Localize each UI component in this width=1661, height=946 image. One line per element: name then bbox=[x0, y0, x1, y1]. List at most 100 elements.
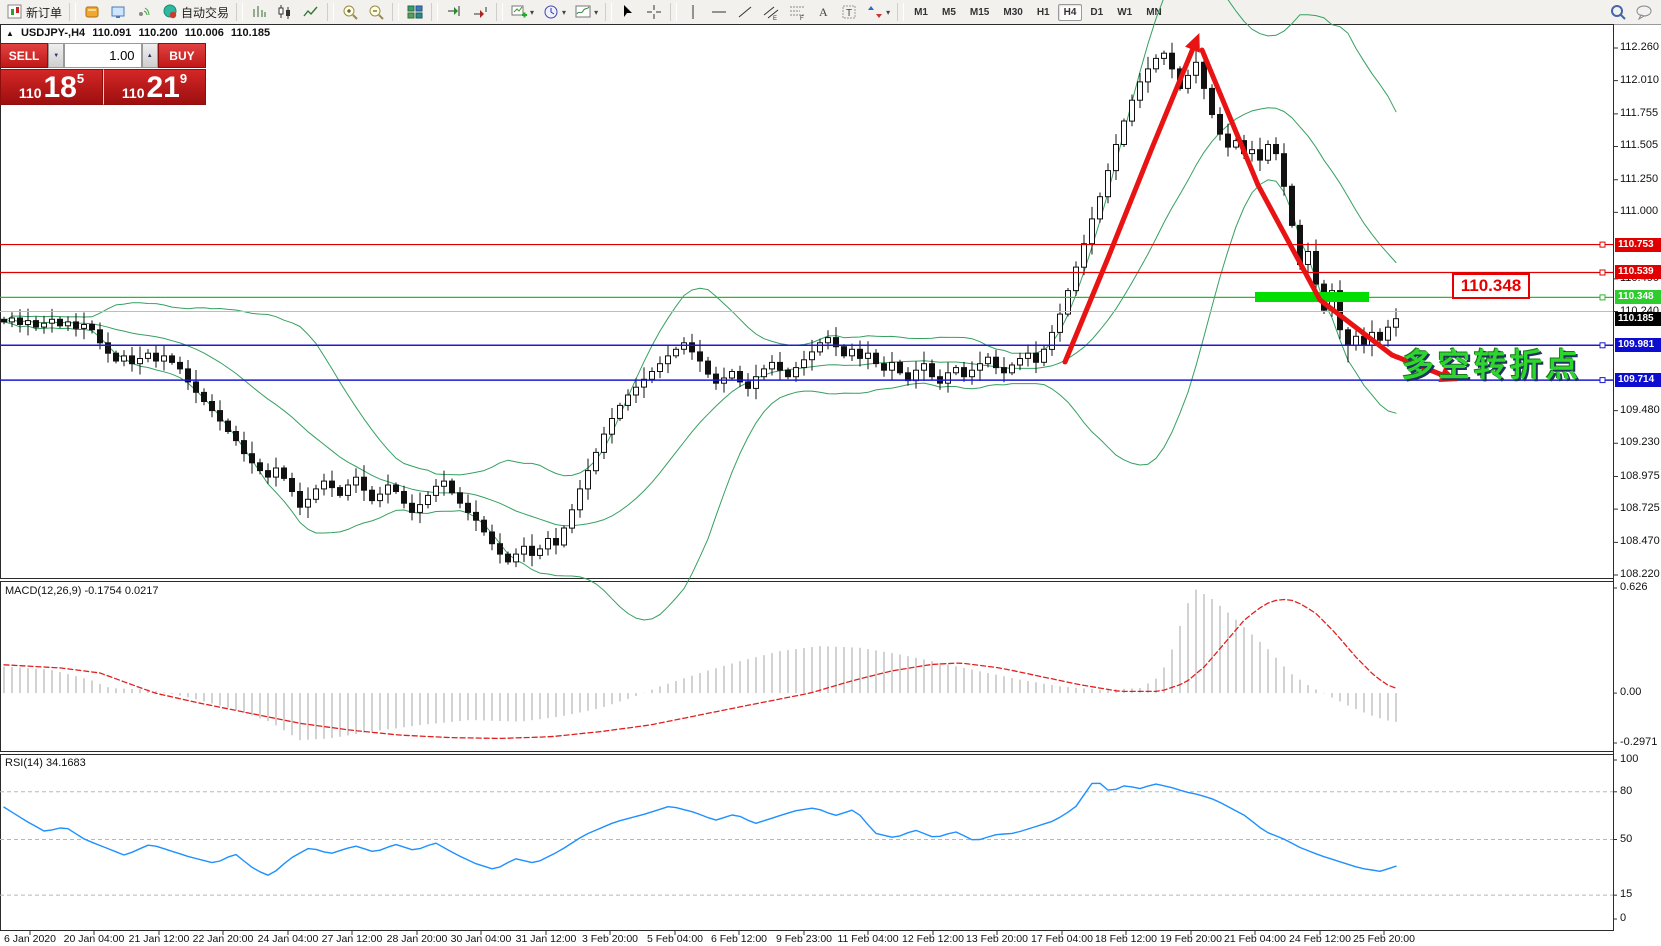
low-value: 110.006 bbox=[184, 27, 224, 39]
line-chart-button[interactable] bbox=[299, 1, 323, 23]
price-badge: 110.185 bbox=[1615, 311, 1661, 326]
toolbar-separator bbox=[236, 3, 244, 21]
candlestick-chart-button[interactable] bbox=[273, 1, 297, 23]
price-tick-label: 112.260 bbox=[1620, 41, 1659, 53]
price-tick-label: 111.000 bbox=[1620, 205, 1659, 218]
volume-increase-button[interactable]: ▲ bbox=[141, 43, 158, 68]
autotrade-icon bbox=[161, 3, 179, 21]
time-tick-label: 18 Feb 12:00 bbox=[1095, 933, 1157, 945]
toolbar-separator bbox=[69, 3, 77, 21]
macd-panel[interactable] bbox=[0, 581, 1614, 752]
hline-icon bbox=[710, 3, 728, 21]
volume-input[interactable]: 1.00 bbox=[64, 43, 142, 68]
time-tick-label: 5 Feb 04:00 bbox=[646, 933, 704, 945]
zoom-in-icon bbox=[341, 3, 359, 21]
buy-price[interactable]: 110 21 9 bbox=[103, 69, 206, 105]
main-chart-panel[interactable] bbox=[0, 24, 1614, 579]
rsi-tick-label: 0 bbox=[1620, 912, 1627, 924]
timeframe-button-m5[interactable]: M5 bbox=[942, 6, 956, 18]
auto-scroll-button[interactable] bbox=[468, 1, 492, 23]
text-icon: A bbox=[814, 3, 832, 21]
timeframe-button-h4[interactable]: H4 bbox=[1057, 3, 1083, 21]
text-tool-button[interactable]: A bbox=[811, 1, 835, 23]
time-tick-label: 6 Jan 2020 bbox=[4, 933, 56, 945]
macd-indicator-label: MACD(12,26,9) -0.1754 0.0217 bbox=[5, 585, 159, 597]
new-order-button[interactable]: 新订单 bbox=[3, 1, 65, 23]
price-tick-label: 109.230 bbox=[1620, 436, 1660, 449]
label-tool-button[interactable]: T bbox=[837, 1, 861, 23]
cursor-tool-button[interactable] bbox=[616, 1, 640, 23]
horizontal-line-tool-button[interactable] bbox=[707, 1, 731, 23]
price-callout-box[interactable]: 110.348 bbox=[1452, 273, 1530, 299]
signals-button[interactable] bbox=[132, 1, 156, 23]
candles-icon bbox=[276, 3, 294, 21]
timeframe-button-mn[interactable]: MN bbox=[1146, 6, 1162, 18]
crosshair-tool-button[interactable] bbox=[642, 1, 666, 23]
time-tick-label: 31 Jan 12:00 bbox=[515, 933, 577, 945]
market-monitor-button[interactable] bbox=[106, 1, 130, 23]
templates-button[interactable]: ▾ bbox=[571, 1, 601, 23]
svg-text:E: E bbox=[773, 16, 777, 21]
one-click-trading-widget: SELL ▼ 1.00 ▲ BUY 110 18 5 110 21 9 bbox=[0, 43, 206, 105]
label-icon: T bbox=[840, 3, 858, 21]
timeframe-button-d1[interactable]: D1 bbox=[1090, 6, 1104, 18]
time-axis[interactable]: 6 Jan 2020 20 Jan 04:00 21 Jan 12:00 22 Jan… bbox=[0, 930, 1661, 946]
channel-icon: E bbox=[762, 3, 780, 21]
timeframe-button-m15[interactable]: M15 bbox=[969, 6, 990, 18]
new-chart-button[interactable]: ▾ bbox=[507, 1, 537, 23]
toolbar-left: 新订单 自动交易 ▾ ▾ ▾ E F A T ▾ M1 M5 M15 M30 H1 H4 D1 W1 MN bbox=[0, 0, 1169, 24]
rsi-panel[interactable] bbox=[0, 754, 1614, 931]
fibonacci-tool-button[interactable]: F bbox=[785, 1, 809, 23]
chevron-down-icon[interactable]: ▾ bbox=[530, 7, 535, 17]
time-tick-label: 21 Jan 12:00 bbox=[128, 933, 190, 945]
buy-button[interactable]: BUY bbox=[157, 43, 206, 68]
price-badge: 110.753 bbox=[1615, 237, 1661, 252]
time-tick-label: 13 Feb 20:00 bbox=[966, 933, 1028, 945]
macd-tick-label: 0.00 bbox=[1620, 686, 1642, 699]
zoom-out-icon bbox=[367, 3, 385, 21]
bar-chart-button[interactable] bbox=[247, 1, 271, 23]
profiles-button[interactable]: ▾ bbox=[539, 1, 569, 23]
sell-price[interactable]: 110 18 5 bbox=[0, 69, 103, 105]
rsi-indicator-label: RSI(14) 34.1683 bbox=[5, 757, 86, 769]
open-value: 110.091 bbox=[92, 27, 132, 39]
trendline-tool-button[interactable] bbox=[733, 1, 757, 23]
price-tick-label: 108.470 bbox=[1620, 535, 1660, 548]
search-button[interactable] bbox=[1606, 1, 1630, 23]
timeframe-button-m1[interactable]: M1 bbox=[914, 6, 928, 18]
fibo-icon: F bbox=[788, 3, 806, 21]
chat-button[interactable] bbox=[1632, 1, 1656, 23]
symbol-label: USDJPY-,H4 bbox=[20, 27, 86, 39]
search-icon bbox=[1609, 3, 1627, 21]
sell-button[interactable]: SELL bbox=[0, 43, 49, 68]
history-book-button[interactable] bbox=[80, 1, 104, 23]
volume-decrease-button[interactable]: ▼ bbox=[48, 43, 65, 68]
time-tick-label: 21 Feb 04:00 bbox=[1224, 933, 1286, 945]
toolbar-separator bbox=[431, 3, 439, 21]
rsi-tick-label: 15 bbox=[1620, 888, 1633, 901]
price-tick-label: 108.975 bbox=[1620, 469, 1660, 482]
signal-icon bbox=[135, 3, 153, 21]
tile-windows-button[interactable] bbox=[403, 1, 427, 23]
vertical-line-tool-button[interactable] bbox=[681, 1, 705, 23]
time-tick-label: 12 Feb 12:00 bbox=[902, 933, 964, 945]
chevron-down-icon[interactable]: ▾ bbox=[594, 7, 599, 17]
timeframe-button-m30[interactable]: M30 bbox=[1003, 6, 1023, 18]
chevron-down-icon[interactable]: ▾ bbox=[562, 7, 567, 17]
autotrading-button[interactable]: 自动交易 bbox=[158, 1, 232, 23]
collapse-triangle-icon[interactable]: ▲ bbox=[6, 29, 14, 38]
zoom-out-button[interactable] bbox=[364, 1, 388, 23]
price-axis[interactable]: 112.260 112.010 111.755 111.505 111.250 111.0… bbox=[1614, 0, 1661, 946]
vline-icon bbox=[684, 3, 702, 21]
shift-chart-button[interactable] bbox=[442, 1, 466, 23]
timeframe-button-h1[interactable]: H1 bbox=[1036, 6, 1050, 18]
crosshair-icon bbox=[645, 3, 663, 21]
monitor-icon bbox=[109, 3, 127, 21]
price-tick-label: 111.505 bbox=[1620, 139, 1659, 152]
arrows-tool-button[interactable]: ▾ bbox=[863, 1, 893, 23]
time-tick-label: 9 Feb 23:00 bbox=[775, 933, 833, 945]
chevron-down-icon[interactable]: ▾ bbox=[886, 7, 891, 17]
channel-tool-button[interactable]: E bbox=[759, 1, 783, 23]
zoom-in-button[interactable] bbox=[338, 1, 362, 23]
timeframe-button-w1[interactable]: W1 bbox=[1117, 6, 1133, 18]
